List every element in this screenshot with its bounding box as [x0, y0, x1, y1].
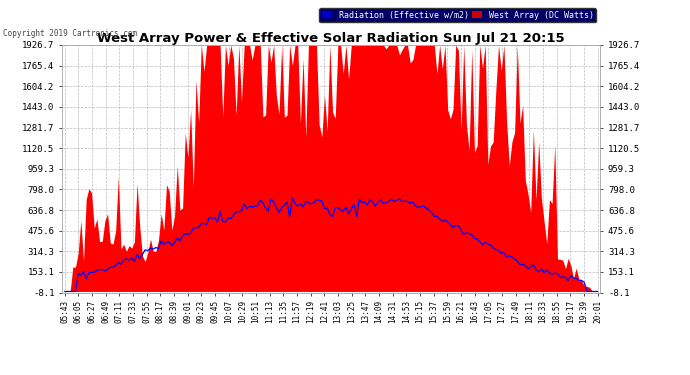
Text: Copyright 2019 Cartronics.com: Copyright 2019 Cartronics.com [3, 28, 137, 38]
Title: West Array Power & Effective Solar Radiation Sun Jul 21 20:15: West Array Power & Effective Solar Radia… [97, 32, 565, 45]
Legend: Radiation (Effective w/m2), West Array (DC Watts): Radiation (Effective w/m2), West Array (… [319, 8, 596, 22]
